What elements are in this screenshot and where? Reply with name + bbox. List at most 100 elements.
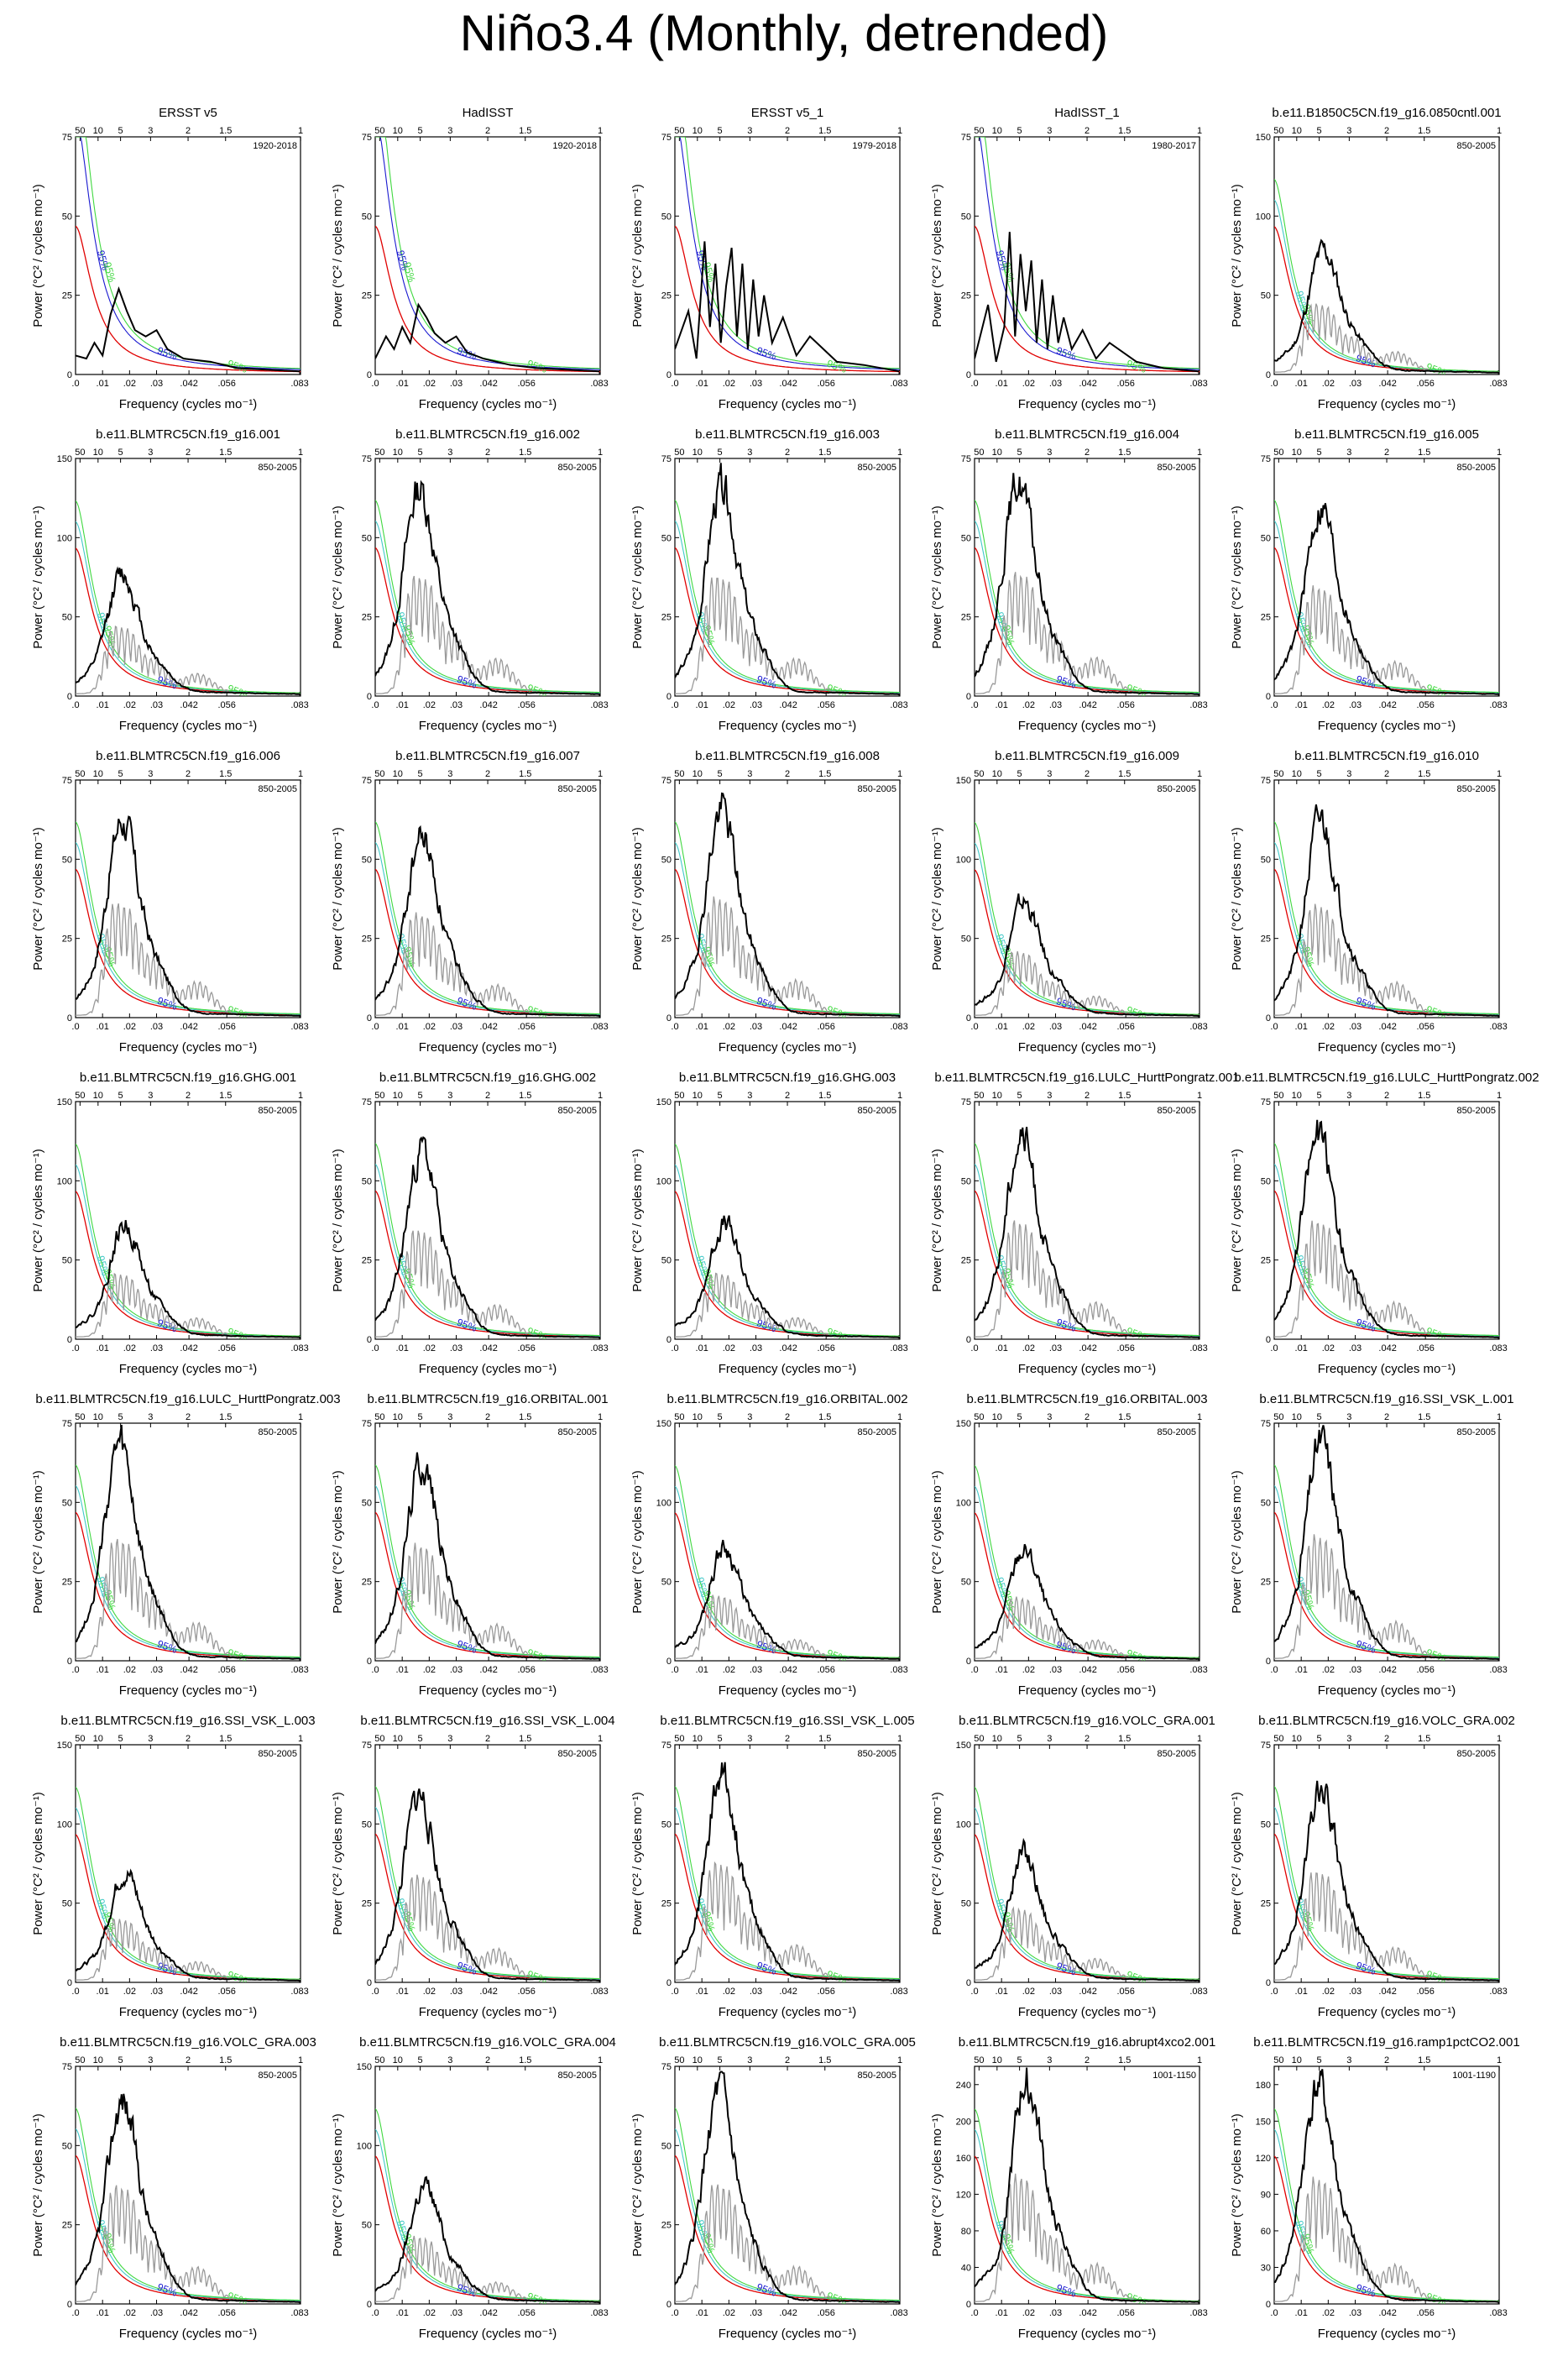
- top-tick-label: 1: [1197, 448, 1202, 458]
- x-axis-label: Frequency (cycles mo⁻¹): [1018, 1683, 1157, 1698]
- red-noise-curve: [76, 225, 301, 373]
- sig99-curve: [76, 2107, 301, 2301]
- y-tick-label: 25: [62, 2221, 72, 2231]
- panel-title: b.e11.BLMTRC5CN.f19_g16.006: [96, 749, 280, 763]
- y-tick-label: 50: [62, 613, 72, 623]
- top-tick-label: 1: [1197, 2055, 1202, 2065]
- significance-label: 95%: [994, 610, 1011, 633]
- period-label: 850-2005: [1158, 1749, 1197, 1759]
- y-tick-label: 160: [956, 2154, 971, 2164]
- sig99-curve: [1274, 179, 1499, 372]
- x-tick-label: .083: [1189, 1343, 1207, 1353]
- top-tick-label: 10: [93, 1091, 103, 1101]
- x-axis-label: Frequency (cycles mo⁻¹): [719, 2005, 857, 2019]
- top-tick-label: 2: [785, 1412, 790, 1422]
- top-tick-label: 1.5: [818, 448, 831, 458]
- significance-label: 95%: [226, 358, 249, 375]
- period-label: 850-2005: [1158, 1427, 1197, 1437]
- top-tick-label: 10: [393, 1734, 403, 1744]
- top-tick-label: 3: [747, 2055, 752, 2065]
- period-label: 850-2005: [1158, 1106, 1197, 1116]
- x-axis-label: Frequency (cycles mo⁻¹): [419, 1683, 557, 1698]
- x-tick-label: .02: [723, 700, 735, 710]
- y-tick-label: 25: [661, 935, 672, 945]
- y-tick-label: 200: [956, 2117, 971, 2127]
- spectrum-chart: b.e11.BLMTRC5CN.f19_g16.007 850-2005 .0 .01…: [331, 749, 609, 1055]
- power-spectrum: [975, 2067, 1200, 2303]
- x-tick-label: .056: [217, 700, 235, 710]
- top-tick-label: 2: [1085, 769, 1090, 779]
- y-tick-label: 0: [1266, 1978, 1271, 1988]
- x-tick-label: .056: [1416, 2308, 1434, 2318]
- panel-title: b.e11.BLMTRC5CN.f19_g16.GHG.001: [80, 1071, 296, 1085]
- spectrum-panel: b.e11.BLMTRC5CN.f19_g16.SSI_VSK_L.004 850…: [308, 1713, 615, 2034]
- period-label: 850-2005: [558, 463, 598, 473]
- top-tick-label: 1.5: [1418, 126, 1430, 136]
- plot-frame: [374, 2065, 601, 2305]
- top-tick-label: 1: [1197, 1734, 1202, 1744]
- y-tick-label: 150: [57, 454, 72, 464]
- y-axis-label: Power (°C² / cycles mo⁻¹): [930, 1792, 944, 1935]
- x-axis-label: Frequency (cycles mo⁻¹): [419, 2327, 557, 2341]
- power-spectrum: [1274, 238, 1499, 374]
- y-tick-label: 50: [362, 212, 372, 222]
- significance-label: 95%: [701, 261, 718, 284]
- top-tick-label: 50: [1273, 1734, 1283, 1744]
- sig95-curve: [375, 2128, 600, 2302]
- top-tick-label: 1.5: [1418, 1412, 1430, 1422]
- x-tick-label: .01: [696, 1343, 708, 1353]
- top-tick-label: 2: [785, 769, 790, 779]
- x-axis-label: Frequency (cycles mo⁻¹): [1018, 2327, 1157, 2341]
- period-label: 850-2005: [259, 2071, 298, 2081]
- y-axis-label: Power (°C² / cycles mo⁻¹): [331, 1149, 345, 1292]
- top-tick-label: 1: [298, 448, 303, 458]
- y-tick-label: 0: [367, 2300, 372, 2310]
- x-axis-label: Frequency (cycles mo⁻¹): [419, 397, 557, 411]
- top-tick-label: 50: [374, 2055, 384, 2065]
- top-tick-label: 2: [1085, 2055, 1090, 2065]
- y-tick-label: 40: [961, 2263, 971, 2273]
- panel-title: b.e11.BLMTRC5CN.f19_g16.LULC_HurttPongra…: [1234, 1071, 1539, 1085]
- y-tick-label: 150: [956, 776, 971, 786]
- top-tick-label: 10: [992, 1734, 1002, 1744]
- y-tick-label: 0: [367, 1013, 372, 1024]
- top-tick-label: 1.5: [818, 2055, 831, 2065]
- red-noise-curve: [675, 1833, 900, 1981]
- x-axis-label: Frequency (cycles mo⁻¹): [719, 1683, 857, 1698]
- x-tick-label: .056: [1416, 1987, 1434, 1997]
- x-tick-label: .02: [1322, 1022, 1335, 1032]
- power-spectrum: [675, 1762, 900, 1982]
- x-tick-label: .083: [290, 379, 308, 389]
- spectrum-panel: b.e11.BLMTRC5CN.f19_g16.VOLC_GRA.003 850-…: [8, 2034, 316, 2356]
- top-tick-label: 2: [1085, 1734, 1090, 1744]
- significance-label: 95%: [95, 932, 112, 955]
- panel-title: b.e11.BLMTRC5CN.f19_g16.GHG.003: [679, 1071, 896, 1085]
- significance-label: 95%: [825, 358, 849, 375]
- x-tick-label: .02: [723, 2308, 735, 2318]
- top-tick-label: 1.5: [519, 126, 531, 136]
- y-tick-label: 0: [67, 692, 72, 702]
- top-tick-label: 50: [674, 126, 684, 136]
- red-noise-curve: [1274, 1511, 1499, 1659]
- top-tick-label: 3: [1346, 769, 1351, 779]
- top-tick-label: 1.5: [818, 769, 831, 779]
- significance-label: 95%: [994, 249, 1011, 272]
- x-tick-label: .083: [590, 1665, 608, 1675]
- panel-title: b.e11.BLMTRC5CN.f19_g16.009: [995, 749, 1179, 763]
- y-axis-label: Power (°C² / cycles mo⁻¹): [1230, 1149, 1244, 1292]
- top-tick-label: 10: [1292, 1734, 1302, 1744]
- top-tick-label: 1: [298, 1412, 303, 1422]
- y-tick-label: 50: [1261, 1819, 1271, 1830]
- x-tick-label: .083: [590, 1987, 608, 1997]
- top-tick-label: 10: [992, 1091, 1002, 1101]
- y-tick-label: 0: [666, 1657, 672, 1667]
- red-noise-curve: [975, 225, 1200, 373]
- spectrum-chart: b.e11.BLMTRC5CN.f19_g16.abrupt4xco2.001 1…: [930, 2035, 1215, 2341]
- significance-label: 95%: [95, 2218, 112, 2241]
- sig95-curve: [76, 842, 301, 1015]
- x-tick-label: .0: [671, 1665, 678, 1675]
- top-tick-label: 1.5: [1118, 448, 1131, 458]
- period-label: 850-2005: [858, 463, 897, 473]
- spectrum-chart: b.e11.BLMTRC5CN.f19_g16.010 850-2005 .0 .01…: [1230, 749, 1508, 1055]
- y-tick-label: 25: [362, 613, 372, 623]
